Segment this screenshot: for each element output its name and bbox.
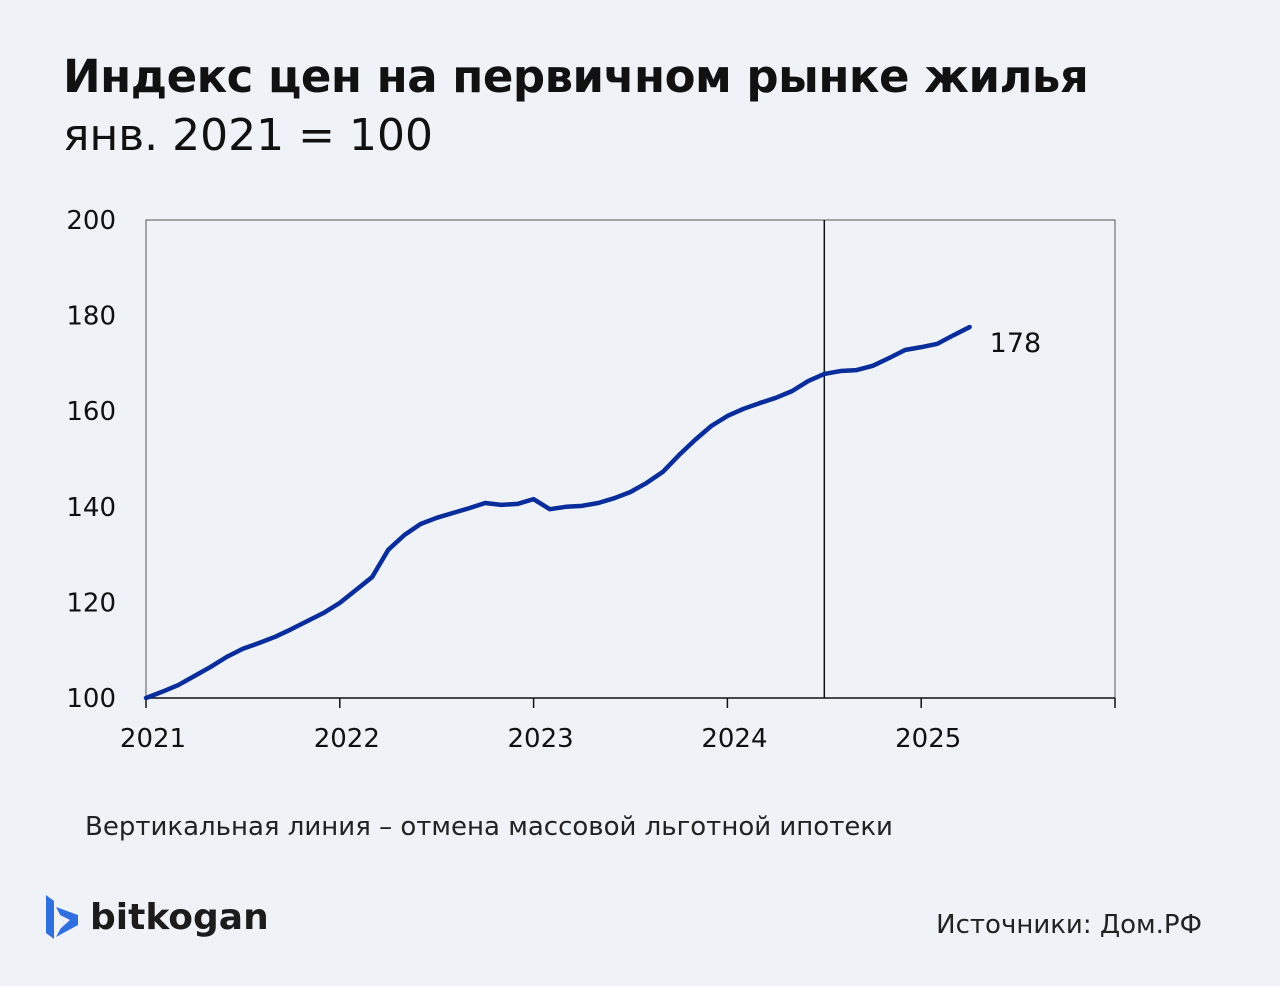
- price-index-line: [143, 324, 972, 701]
- y-tick-label: 140: [66, 493, 116, 523]
- plot-frame: [145, 219, 1116, 699]
- x-tick-label: 2023: [508, 724, 574, 754]
- x-tick-label: 2022: [314, 724, 380, 754]
- x-tick-label: 2024: [701, 724, 767, 754]
- y-tick-label: 120: [66, 588, 116, 618]
- end-value-label: 178: [990, 328, 1042, 359]
- source-text: Источники: Дом.РФ: [936, 910, 1202, 940]
- y-tick-label: 200: [66, 206, 116, 236]
- x-tick-label: 2025: [895, 724, 961, 754]
- brand-name: bitkogan: [90, 896, 269, 938]
- bitkogan-logo-icon: [46, 895, 78, 939]
- chart-annotation: Вертикальная линия – отмена массовой льг…: [85, 812, 893, 842]
- y-tick-label: 100: [66, 684, 116, 714]
- y-tick-label: 160: [66, 397, 116, 427]
- x-tick-label: 2021: [120, 724, 186, 754]
- chart-title: Индекс цен на первичном рынке жилья: [63, 50, 1089, 103]
- brand-logo: bitkogan: [44, 893, 269, 941]
- chart-subtitle: янв. 2021 = 100: [63, 110, 433, 161]
- y-tick-label: 180: [66, 302, 116, 332]
